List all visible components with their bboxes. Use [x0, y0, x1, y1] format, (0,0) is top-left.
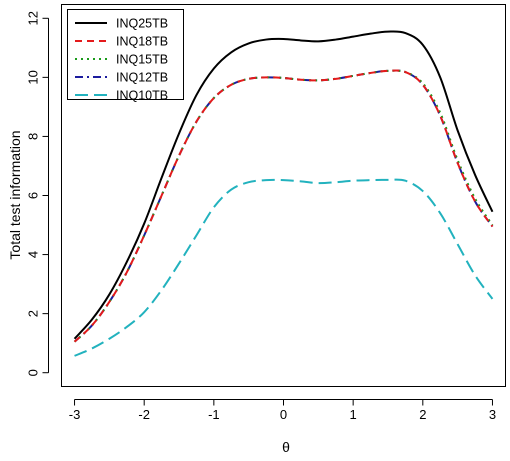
series-line-inq25tb: [73, 30, 494, 340]
legend-label: INQ12TB: [116, 71, 168, 85]
plot-frame: [61, 4, 506, 387]
series-line-inq18tb: [73, 69, 494, 343]
legend-label: INQ10TB: [116, 89, 168, 103]
y-tick-label: 0: [26, 369, 41, 376]
legend-entry: INQ15TB: [75, 53, 168, 67]
x-tick-label: -3: [69, 407, 81, 422]
legend-entry: INQ10TB: [75, 89, 168, 103]
x-tick-label: -1: [208, 407, 220, 422]
x-axis-title: θ: [282, 439, 290, 455]
series-layer: [73, 30, 494, 357]
y-tick-label: 8: [26, 133, 41, 140]
y-axis-title: Total test information: [7, 130, 23, 259]
x-tick-label: 2: [419, 407, 426, 422]
legend-label: INQ15TB: [116, 53, 168, 67]
y-tick-label: 10: [26, 70, 41, 84]
x-axis: -3 -2 -1 0 1 2 3: [69, 399, 496, 422]
legend-label: INQ25TB: [116, 17, 168, 31]
x-tick-label: -2: [138, 407, 150, 422]
legend: INQ25TB INQ18TB INQ15TB INQ12TB INQ10TB: [67, 9, 184, 103]
series-line-inq12tb: [73, 69, 494, 343]
legend-entry: INQ12TB: [75, 71, 168, 85]
x-tick-label: 3: [489, 407, 496, 422]
y-tick-label: 6: [26, 192, 41, 199]
y-tick-label: 12: [26, 11, 41, 25]
legend-entry: INQ25TB: [75, 17, 168, 31]
legend-box: [67, 9, 184, 100]
series-line-inq10tb: [74, 178, 494, 357]
x-tick-label: 0: [280, 407, 287, 422]
x-tick-label: 1: [350, 407, 357, 422]
series-line-inq15tb: [73, 69, 494, 343]
y-tick-label: 4: [26, 251, 41, 258]
y-axis: 0 2 4 6 8 10 12: [26, 11, 49, 376]
y-tick-label: 2: [26, 310, 41, 317]
legend-entry: INQ18TB: [75, 35, 168, 49]
legend-label: INQ18TB: [116, 35, 168, 49]
